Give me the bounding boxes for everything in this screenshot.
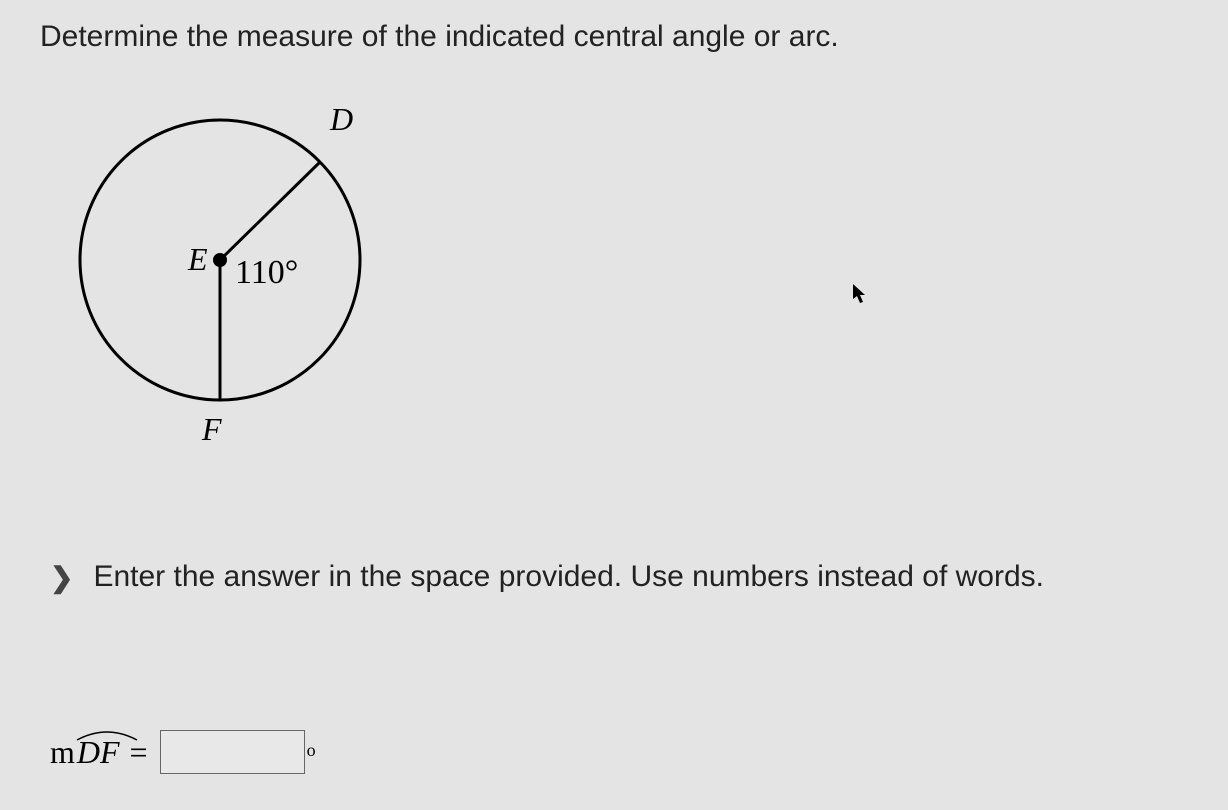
question-prompt: Determine the measure of the indicated c…	[40, 20, 839, 54]
label-e: E	[187, 241, 208, 277]
answer-row: m DF = o	[50, 730, 316, 774]
cursor-icon	[852, 283, 868, 305]
arc-overline-icon	[75, 728, 139, 742]
label-d: D	[329, 101, 353, 137]
circle-diagram-svg: D E F 110°	[40, 70, 440, 470]
label-f: F	[201, 411, 222, 447]
circle-diagram: D E F 110°	[40, 70, 440, 470]
answer-input[interactable]	[160, 730, 305, 774]
radius-to-d	[220, 162, 320, 260]
degree-symbol: o	[307, 740, 316, 761]
arc-df-wrap: DF	[77, 734, 120, 771]
instruction-row: ❯ Enter the answer in the space provided…	[50, 560, 1044, 594]
arc-measure-prefix: m	[50, 734, 75, 771]
label-angle: 110°	[235, 254, 298, 291]
instruction-text: Enter the answer in the space provided. …	[93, 560, 1044, 594]
chevron-icon: ❯	[50, 561, 73, 594]
